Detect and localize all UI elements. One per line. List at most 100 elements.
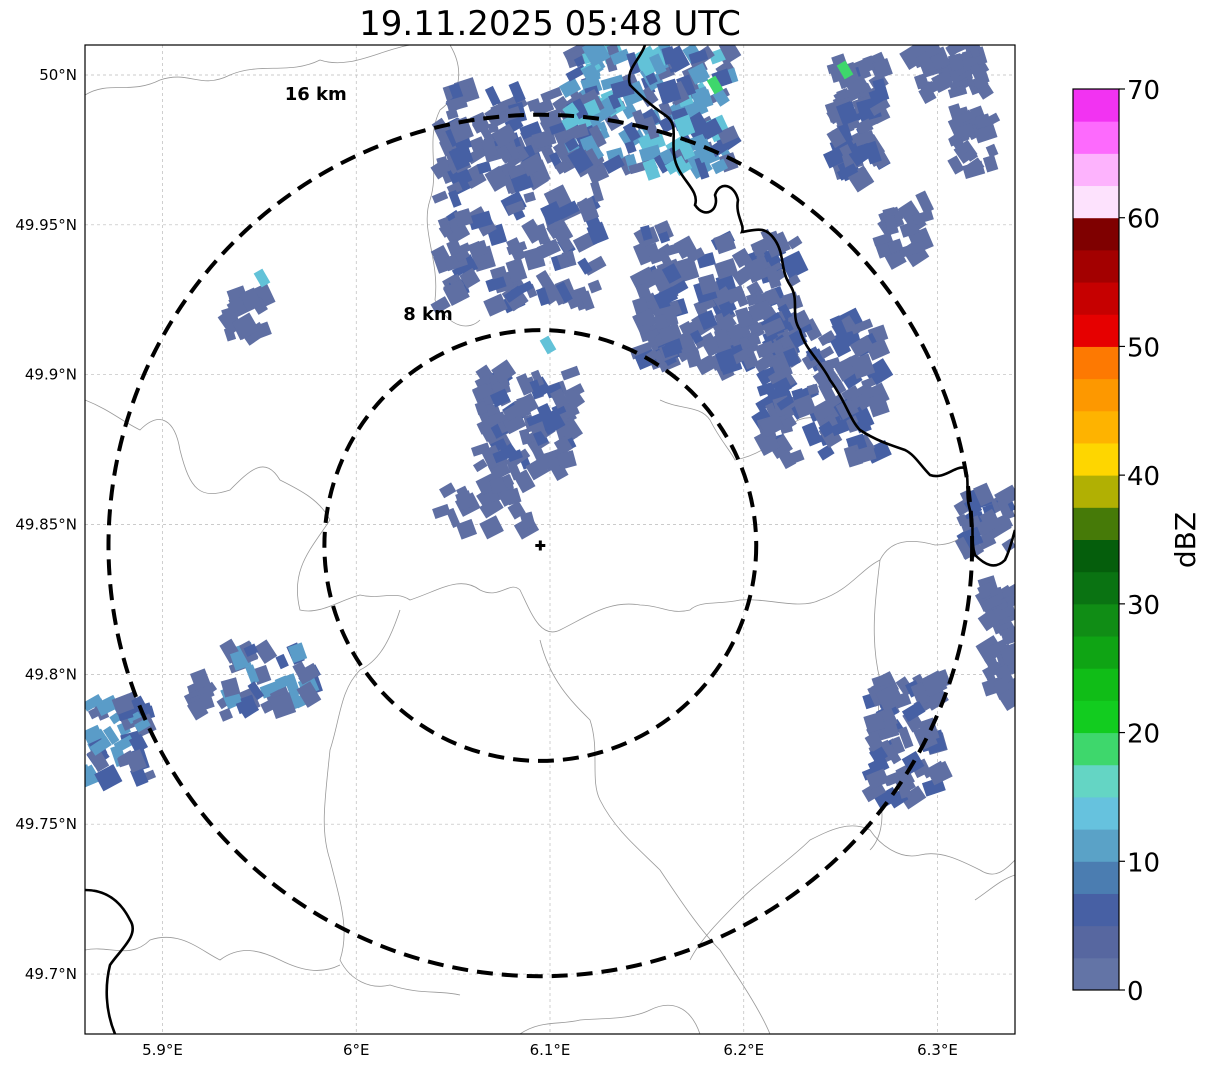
echo-cell <box>711 158 729 175</box>
echo-cell <box>455 490 475 511</box>
echo-cell <box>967 78 981 96</box>
echo-cell <box>496 144 513 162</box>
echo-cell <box>973 75 989 90</box>
echo-cell <box>865 768 890 790</box>
echo-cell <box>863 711 886 734</box>
echo-cell <box>977 609 1000 632</box>
echo-cell <box>669 280 689 296</box>
echo-cell <box>697 273 718 296</box>
echo-cell <box>538 408 566 436</box>
echo-cell <box>103 725 120 745</box>
echo-cell <box>758 413 785 438</box>
echo-cell <box>862 55 877 72</box>
echo-cell <box>969 45 981 59</box>
map-title: 19.11.2025 05:48 UTC <box>359 4 741 44</box>
echo-cell <box>718 45 738 62</box>
echo-cell <box>600 74 625 91</box>
range-ring-label-8km: 8 km <box>403 304 453 325</box>
echo-cell <box>658 323 683 344</box>
echo-cell <box>546 456 569 482</box>
echo-cell <box>762 317 786 337</box>
echo-cell <box>976 531 997 550</box>
lat-tick-label: 50°N <box>39 66 77 84</box>
echo-cell <box>556 450 577 470</box>
echo-cell <box>867 756 890 776</box>
echo-cell <box>590 180 604 203</box>
echo-cell <box>479 496 504 519</box>
echo-cell <box>679 239 700 263</box>
echo-cell <box>887 238 904 254</box>
echo-cell <box>519 121 543 140</box>
echo-cell <box>833 380 847 395</box>
echo-cell <box>448 189 462 208</box>
echo-cell <box>817 330 836 347</box>
range-ring-8km <box>322 328 759 763</box>
echo-cell <box>430 296 451 315</box>
echo-cell <box>86 746 110 773</box>
echo-cell <box>492 445 517 464</box>
echo-cell <box>747 333 760 346</box>
echo-cell <box>218 707 234 722</box>
echo-cell <box>269 692 297 720</box>
echo-cell <box>445 108 459 120</box>
echo-cell <box>235 697 256 715</box>
echo-cell <box>564 389 586 410</box>
echo-cell <box>89 736 112 756</box>
lat-tick-label: 49.95°N <box>15 216 77 234</box>
echo-cell <box>253 639 278 664</box>
echo-cell <box>897 783 912 799</box>
echo-cell <box>656 78 682 105</box>
echo-cell <box>588 124 607 148</box>
echo-cell <box>560 365 581 381</box>
lat-tick-label: 49.85°N <box>15 516 77 534</box>
echo-cell <box>869 98 891 116</box>
echo-cell <box>850 318 874 335</box>
echo-cell <box>241 321 268 346</box>
echo-cell <box>766 288 781 305</box>
echo-cell <box>898 242 922 258</box>
echo-cell <box>788 309 812 332</box>
echo-cell <box>829 315 848 340</box>
echo-cell <box>523 246 546 271</box>
echo-cell <box>817 444 835 461</box>
echo-cell <box>505 257 528 283</box>
echo-cell <box>975 113 992 129</box>
echo-cell <box>901 701 926 723</box>
range-rings: 8 km 16 km <box>106 84 975 979</box>
echo-cell <box>556 253 571 269</box>
echo-cell <box>1000 625 1015 646</box>
echo-cell <box>863 140 882 165</box>
echo-cell <box>491 359 517 384</box>
echo-cell <box>954 536 974 560</box>
echo-cell <box>766 383 791 403</box>
echo-cell <box>713 232 737 255</box>
echo-cell <box>555 231 575 254</box>
echo-cell <box>554 159 570 175</box>
echo-cell <box>485 275 507 293</box>
echo-cell <box>535 287 550 307</box>
echo-cell <box>553 217 574 242</box>
echo-cell <box>818 420 836 438</box>
echo-cell <box>475 472 501 496</box>
echo-cell <box>629 341 654 360</box>
echo-cell <box>526 412 546 427</box>
echo-cell <box>469 136 486 153</box>
echo-cell <box>550 388 569 409</box>
echo-cell <box>583 99 601 118</box>
echo-cell <box>806 383 820 396</box>
echo-cell <box>231 312 260 340</box>
echo-cell <box>506 240 528 256</box>
echo-cell <box>586 221 609 246</box>
echo-cell <box>713 328 732 353</box>
echo-cell <box>579 290 595 311</box>
echo-cell <box>274 675 290 690</box>
echo-cell <box>438 223 453 238</box>
lon-tick-label: 6°E <box>343 1041 370 1059</box>
range-ring-16km <box>106 112 975 979</box>
echo-cell <box>456 518 478 540</box>
echo-cell <box>134 717 151 733</box>
lat-tick-label: 49.75°N <box>15 815 77 833</box>
echo-cell <box>811 397 838 422</box>
echo-cell <box>189 668 212 692</box>
